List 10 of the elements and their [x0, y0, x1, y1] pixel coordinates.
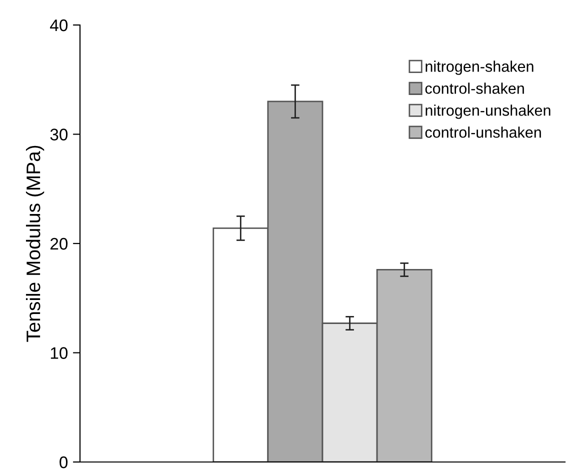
- legend-label: nitrogen-shaken: [426, 60, 534, 75]
- y-tick-label: 20: [50, 238, 68, 250]
- y-tick-label: 40: [50, 19, 68, 32]
- legend-label: control-unshaken: [425, 126, 541, 138]
- y-tick-label: 10: [50, 347, 68, 359]
- legend-label: nitrogen-unshaken: [426, 104, 550, 119]
- y-tick-label: 0: [60, 456, 68, 468]
- legend-label: control-shaken: [425, 82, 524, 94]
- y-axis-title: Tensile Modulus (MPa): [26, 146, 44, 342]
- y-tick-label: 30: [50, 128, 68, 140]
